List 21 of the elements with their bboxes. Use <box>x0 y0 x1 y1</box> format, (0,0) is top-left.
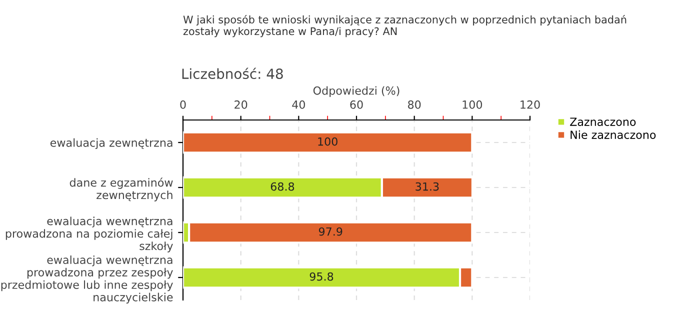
x-axis-title: Odpowiedzi (%) <box>313 86 400 97</box>
y-tick-label: ewaluacja wewnętrzna prowadzona przez zespoły przedmiotowe lub inne zespoły nauczycielskie <box>1 255 173 304</box>
x-tick-label: 120 <box>520 100 540 109</box>
chart-title: W jaki sposób te wnioski wynikające z zaznaczonych w poprzednich pytaniach badań zostały wykorzystane w Pana/i pracy? AN <box>183 15 626 38</box>
bar <box>183 131 474 154</box>
data-label: 68.8 <box>270 182 294 191</box>
data-label: 97.9 <box>318 227 342 236</box>
x-tick-label: 20 <box>234 100 248 109</box>
legend-label: Nie zaznaczono <box>570 130 656 139</box>
x-tick-label: 0 <box>180 100 186 109</box>
y-tick-label: dane z egzaminów zewnętrznych <box>70 178 173 202</box>
x-tick-label: 100 <box>462 100 482 109</box>
chart-subtitle: Liczebność: 48 <box>182 68 283 80</box>
x-tick-label: 80 <box>408 100 421 109</box>
data-label: 31.3 <box>416 182 439 191</box>
x-tick-label: 40 <box>292 100 305 109</box>
data-label: 100 <box>318 137 338 146</box>
legend-label: Zaznaczono <box>570 118 636 126</box>
data-label: 95.8 <box>310 272 334 281</box>
x-tick-label: 60 <box>350 100 363 109</box>
y-tick-label: ewaluacja zewnętrzna <box>50 138 172 150</box>
